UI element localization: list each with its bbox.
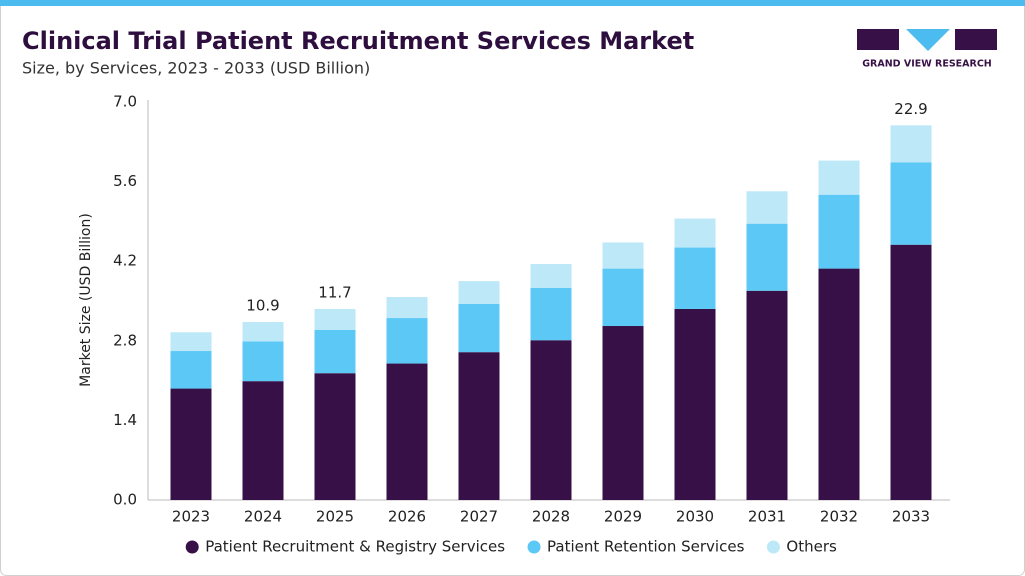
- bar-segment: [818, 268, 860, 500]
- y-tick-label: 5.6: [113, 172, 137, 190]
- x-tick-label: 2027: [460, 508, 498, 526]
- bar-segment: [314, 329, 356, 374]
- x-tick-label: 2028: [532, 508, 570, 526]
- x-tick-label: 2023: [172, 508, 210, 526]
- bar-segment: [890, 125, 932, 163]
- bar-segment: [746, 290, 788, 500]
- bar-segment: [890, 244, 932, 500]
- bar-segment: [314, 373, 356, 500]
- bar-segment: [242, 381, 284, 500]
- bar-segment: [530, 340, 572, 500]
- bar-segment: [458, 303, 500, 353]
- bar-segment: [602, 268, 644, 327]
- legend-label: Patient Retention Services: [547, 538, 745, 556]
- bar-segment: [386, 318, 428, 364]
- x-tick-label: 2032: [820, 508, 858, 526]
- legend-label: Patient Recruitment & Registry Services: [205, 538, 505, 556]
- annotation: 10.9: [246, 297, 279, 315]
- x-tick-label: 2030: [676, 508, 714, 526]
- logo-triangle: [906, 29, 950, 51]
- annotation: 22.9: [894, 100, 927, 118]
- chart-title: Clinical Trial Patient Recruitment Servi…: [22, 27, 694, 55]
- chart-subtitle: Size, by Services, 2023 - 2033 (USD Bill…: [22, 59, 370, 78]
- x-tick-label: 2024: [244, 508, 282, 526]
- bar-segment: [674, 308, 716, 500]
- bar-segment: [170, 388, 212, 500]
- x-tick-label: 2033: [892, 508, 930, 526]
- bar-segment: [602, 326, 644, 500]
- bar-segment: [314, 308, 356, 330]
- bar-segment: [602, 242, 644, 269]
- bar-segment: [530, 264, 572, 288]
- bar-segment: [674, 247, 716, 309]
- legend-label: Others: [786, 538, 837, 556]
- y-tick-label: 7.0: [113, 93, 137, 111]
- bar-segment: [458, 352, 500, 500]
- bar-segment: [170, 351, 212, 389]
- y-tick-label: 4.2: [113, 252, 137, 270]
- brand: GRAND VIEW RESEARCH: [862, 59, 992, 70]
- bar-segment: [890, 162, 932, 245]
- legend-swatch: [766, 540, 780, 554]
- y-tick-label: 0.0: [113, 491, 137, 509]
- bar-segment: [746, 223, 788, 291]
- legend-swatch: [527, 540, 541, 554]
- bar-segment: [386, 363, 428, 500]
- bar-segment: [818, 194, 860, 269]
- y-tick-label: 2.8: [113, 331, 137, 349]
- bar-segment: [170, 332, 212, 352]
- x-tick-label: 2031: [748, 508, 786, 526]
- x-tick-label: 2026: [388, 508, 426, 526]
- logo: GRAND VIEW RESEARCH: [857, 29, 997, 70]
- logo-box: [955, 29, 997, 50]
- bar-segment: [674, 218, 716, 248]
- bar-segment: [386, 297, 428, 319]
- bar-segment: [818, 160, 860, 195]
- bar-segment: [458, 281, 500, 304]
- y-axis-label: Market Size (USD Billion): [78, 213, 94, 387]
- bar-segment: [530, 287, 572, 341]
- logo-box: [857, 29, 899, 50]
- bar-segment: [746, 191, 788, 224]
- top-stripe: [0, 0, 1025, 6]
- bar-segment: [242, 341, 284, 382]
- annotation: 11.7: [318, 283, 351, 301]
- bar-segment: [242, 322, 284, 342]
- x-tick-label: 2029: [604, 508, 642, 526]
- y-tick-label: 1.4: [113, 411, 137, 429]
- legend-swatch: [185, 540, 199, 554]
- x-tick-label: 2025: [316, 508, 354, 526]
